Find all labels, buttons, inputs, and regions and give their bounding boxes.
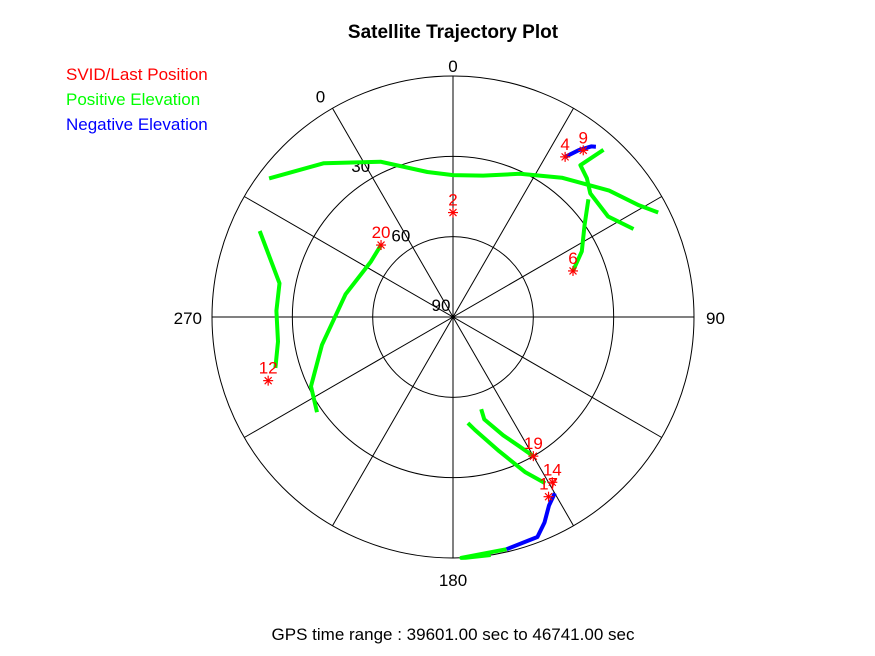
legend: SVID/Last Position Positive Elevation Nega…	[66, 65, 208, 134]
positive-track-sv9	[578, 148, 635, 231]
svid-label-6: 6	[568, 249, 577, 268]
elevation-label-0: 0	[316, 87, 325, 106]
svid-label-14: 14	[543, 460, 562, 479]
positive-track-sv2	[268, 159, 659, 215]
last-position-marker-sv9	[578, 145, 589, 156]
azimuth-label-180: 180	[439, 571, 467, 590]
positive-track-sv20	[309, 243, 383, 413]
last-position-marker-sv12	[263, 375, 274, 386]
positive-track-sv6	[571, 199, 591, 272]
negative-track-sv17	[505, 492, 557, 552]
last-position-marker-sv6	[567, 265, 578, 276]
svid-label-9: 9	[579, 128, 588, 147]
azimuth-label-90: 90	[706, 309, 725, 328]
legend-entry-3: Negative Elevation	[66, 115, 208, 134]
positive-track-sv14	[466, 421, 547, 486]
svid-label-20: 20	[372, 223, 391, 242]
last-position-marker-sv4	[560, 151, 571, 162]
positive-track-sv17	[459, 547, 507, 560]
elevation-label-60: 60	[391, 226, 410, 245]
gps-time-range: GPS time range : 39601.00 sec to 46741.0…	[272, 625, 635, 644]
last-position-marker-sv14	[547, 477, 558, 488]
azimuth-label-0: 0	[448, 57, 457, 76]
elevation-label-30: 30	[351, 157, 370, 176]
last-position-marker-sv2	[448, 207, 458, 218]
svid-label-4: 4	[560, 135, 569, 154]
legend-entry-1: SVID/Last Position	[66, 65, 208, 84]
chart-title: Satellite Trajectory Plot	[348, 22, 559, 43]
polar-grid: 0 30 60 90 0 90 180 270	[174, 57, 725, 590]
positive-track-sv12	[257, 230, 282, 369]
last-position-marker-sv17	[543, 491, 554, 502]
elevation-label-90: 90	[432, 296, 451, 315]
azimuth-label-270: 270	[174, 309, 202, 328]
last-position-marker-sv20	[376, 240, 387, 251]
svid-label-12: 12	[259, 359, 278, 378]
svid-label-2: 2	[448, 191, 457, 210]
last-position-marker-sv19	[528, 451, 539, 462]
positive-track-sv19	[479, 408, 535, 458]
legend-entry-2: Positive Elevation	[66, 90, 200, 109]
trajectory-tracks	[257, 144, 659, 560]
svid-label-19: 19	[524, 434, 543, 453]
svid-label-17: 17	[539, 475, 558, 494]
